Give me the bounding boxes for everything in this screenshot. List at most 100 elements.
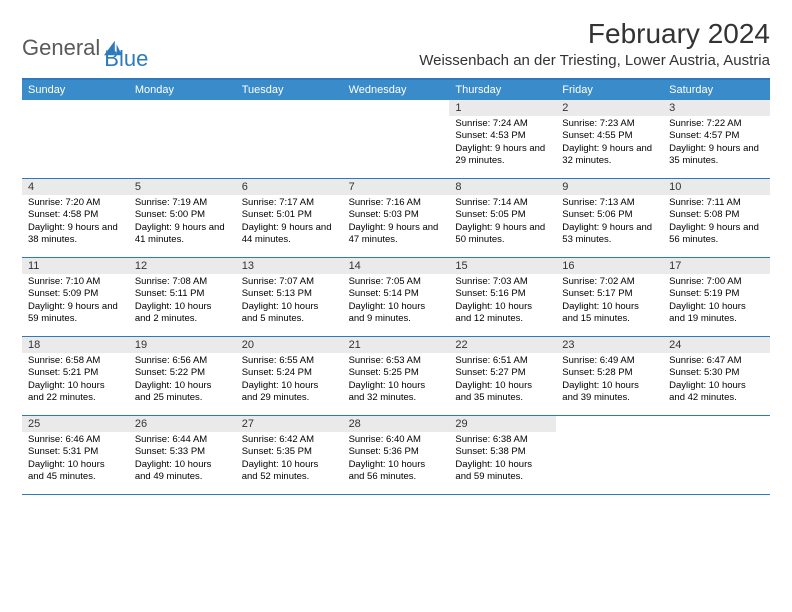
daylight-text: Daylight: 9 hours and 53 minutes. <box>562 222 657 247</box>
sunrise-text: Sunrise: 6:38 AM <box>455 434 550 446</box>
day-cell: 4Sunrise: 7:20 AMSunset: 4:58 PMDaylight… <box>22 179 129 257</box>
day-cell: 14Sunrise: 7:05 AMSunset: 5:14 PMDayligh… <box>343 258 450 336</box>
day-body: Sunrise: 7:23 AMSunset: 4:55 PMDaylight:… <box>556 116 663 171</box>
sunset-text: Sunset: 5:06 PM <box>562 209 657 221</box>
sunset-text: Sunset: 5:13 PM <box>242 288 337 300</box>
day-number: 17 <box>663 258 770 274</box>
day-cell: 9Sunrise: 7:13 AMSunset: 5:06 PMDaylight… <box>556 179 663 257</box>
day-number: 20 <box>236 337 343 353</box>
header: General Blue February 2024 Weissenbach a… <box>22 18 770 72</box>
day-cell: 23Sunrise: 6:49 AMSunset: 5:28 PMDayligh… <box>556 337 663 415</box>
sunset-text: Sunset: 4:58 PM <box>28 209 123 221</box>
day-number: 18 <box>22 337 129 353</box>
weekday-tue: Tuesday <box>236 80 343 100</box>
day-body: Sunrise: 6:38 AMSunset: 5:38 PMDaylight:… <box>449 432 556 487</box>
weekday-mon: Monday <box>129 80 236 100</box>
sunset-text: Sunset: 5:01 PM <box>242 209 337 221</box>
daylight-text: Daylight: 10 hours and 35 minutes. <box>455 380 550 405</box>
day-body: Sunrise: 7:02 AMSunset: 5:17 PMDaylight:… <box>556 274 663 329</box>
daylight-text: Daylight: 10 hours and 19 minutes. <box>669 301 764 326</box>
day-body: Sunrise: 6:47 AMSunset: 5:30 PMDaylight:… <box>663 353 770 408</box>
day-body: Sunrise: 7:17 AMSunset: 5:01 PMDaylight:… <box>236 195 343 250</box>
sunset-text: Sunset: 5:16 PM <box>455 288 550 300</box>
sunrise-text: Sunrise: 6:47 AM <box>669 355 764 367</box>
sunrise-text: Sunrise: 6:56 AM <box>135 355 230 367</box>
sunrise-text: Sunrise: 6:40 AM <box>349 434 444 446</box>
logo-text-blue: Blue <box>104 46 148 72</box>
daylight-text: Daylight: 10 hours and 5 minutes. <box>242 301 337 326</box>
day-cell: 27Sunrise: 6:42 AMSunset: 5:35 PMDayligh… <box>236 416 343 494</box>
day-cell <box>236 100 343 178</box>
daylight-text: Daylight: 10 hours and 59 minutes. <box>455 459 550 484</box>
day-cell: 8Sunrise: 7:14 AMSunset: 5:05 PMDaylight… <box>449 179 556 257</box>
sunset-text: Sunset: 5:28 PM <box>562 367 657 379</box>
day-number: 10 <box>663 179 770 195</box>
day-body: Sunrise: 6:58 AMSunset: 5:21 PMDaylight:… <box>22 353 129 408</box>
sunset-text: Sunset: 5:05 PM <box>455 209 550 221</box>
daylight-text: Daylight: 10 hours and 12 minutes. <box>455 301 550 326</box>
day-cell <box>556 416 663 494</box>
sunrise-text: Sunrise: 7:17 AM <box>242 197 337 209</box>
day-cell: 19Sunrise: 6:56 AMSunset: 5:22 PMDayligh… <box>129 337 236 415</box>
day-cell: 15Sunrise: 7:03 AMSunset: 5:16 PMDayligh… <box>449 258 556 336</box>
day-body: Sunrise: 6:56 AMSunset: 5:22 PMDaylight:… <box>129 353 236 408</box>
week-row: 25Sunrise: 6:46 AMSunset: 5:31 PMDayligh… <box>22 416 770 495</box>
daylight-text: Daylight: 10 hours and 52 minutes. <box>242 459 337 484</box>
day-number: 2 <box>556 100 663 116</box>
sunrise-text: Sunrise: 7:19 AM <box>135 197 230 209</box>
day-cell <box>22 100 129 178</box>
sunrise-text: Sunrise: 7:20 AM <box>28 197 123 209</box>
day-body: Sunrise: 6:46 AMSunset: 5:31 PMDaylight:… <box>22 432 129 487</box>
sunset-text: Sunset: 5:17 PM <box>562 288 657 300</box>
day-number: 22 <box>449 337 556 353</box>
day-number: 12 <box>129 258 236 274</box>
weekday-fri: Friday <box>556 80 663 100</box>
weekday-header-row: Sunday Monday Tuesday Wednesday Thursday… <box>22 80 770 100</box>
sunset-text: Sunset: 5:21 PM <box>28 367 123 379</box>
day-body: Sunrise: 6:42 AMSunset: 5:35 PMDaylight:… <box>236 432 343 487</box>
day-number: 13 <box>236 258 343 274</box>
day-body: Sunrise: 7:05 AMSunset: 5:14 PMDaylight:… <box>343 274 450 329</box>
week-row: 1Sunrise: 7:24 AMSunset: 4:53 PMDaylight… <box>22 100 770 179</box>
day-number: 28 <box>343 416 450 432</box>
sunset-text: Sunset: 5:19 PM <box>669 288 764 300</box>
daylight-text: Daylight: 10 hours and 49 minutes. <box>135 459 230 484</box>
day-cell: 7Sunrise: 7:16 AMSunset: 5:03 PMDaylight… <box>343 179 450 257</box>
day-cell <box>129 100 236 178</box>
sunrise-text: Sunrise: 6:42 AM <box>242 434 337 446</box>
day-cell: 11Sunrise: 7:10 AMSunset: 5:09 PMDayligh… <box>22 258 129 336</box>
sunset-text: Sunset: 5:22 PM <box>135 367 230 379</box>
day-number <box>663 416 770 420</box>
weekday-sun: Sunday <box>22 80 129 100</box>
day-cell: 1Sunrise: 7:24 AMSunset: 4:53 PMDaylight… <box>449 100 556 178</box>
daylight-text: Daylight: 9 hours and 56 minutes. <box>669 222 764 247</box>
sunrise-text: Sunrise: 7:03 AM <box>455 276 550 288</box>
day-cell: 17Sunrise: 7:00 AMSunset: 5:19 PMDayligh… <box>663 258 770 336</box>
day-number: 19 <box>129 337 236 353</box>
day-body: Sunrise: 7:16 AMSunset: 5:03 PMDaylight:… <box>343 195 450 250</box>
calendar: Sunday Monday Tuesday Wednesday Thursday… <box>22 78 770 495</box>
sunset-text: Sunset: 5:31 PM <box>28 446 123 458</box>
day-cell: 5Sunrise: 7:19 AMSunset: 5:00 PMDaylight… <box>129 179 236 257</box>
daylight-text: Daylight: 9 hours and 50 minutes. <box>455 222 550 247</box>
day-number: 9 <box>556 179 663 195</box>
sunset-text: Sunset: 5:03 PM <box>349 209 444 221</box>
day-number: 7 <box>343 179 450 195</box>
day-body: Sunrise: 6:53 AMSunset: 5:25 PMDaylight:… <box>343 353 450 408</box>
day-cell: 29Sunrise: 6:38 AMSunset: 5:38 PMDayligh… <box>449 416 556 494</box>
day-body: Sunrise: 7:19 AMSunset: 5:00 PMDaylight:… <box>129 195 236 250</box>
sunset-text: Sunset: 5:25 PM <box>349 367 444 379</box>
day-number: 21 <box>343 337 450 353</box>
sunset-text: Sunset: 5:00 PM <box>135 209 230 221</box>
day-cell: 3Sunrise: 7:22 AMSunset: 4:57 PMDaylight… <box>663 100 770 178</box>
sunset-text: Sunset: 5:38 PM <box>455 446 550 458</box>
sunset-text: Sunset: 5:30 PM <box>669 367 764 379</box>
daylight-text: Daylight: 10 hours and 2 minutes. <box>135 301 230 326</box>
day-cell: 28Sunrise: 6:40 AMSunset: 5:36 PMDayligh… <box>343 416 450 494</box>
weeks-container: 1Sunrise: 7:24 AMSunset: 4:53 PMDaylight… <box>22 100 770 495</box>
daylight-text: Daylight: 9 hours and 32 minutes. <box>562 143 657 168</box>
daylight-text: Daylight: 9 hours and 44 minutes. <box>242 222 337 247</box>
day-number: 14 <box>343 258 450 274</box>
sunset-text: Sunset: 5:36 PM <box>349 446 444 458</box>
logo-text-general: General <box>22 35 100 61</box>
